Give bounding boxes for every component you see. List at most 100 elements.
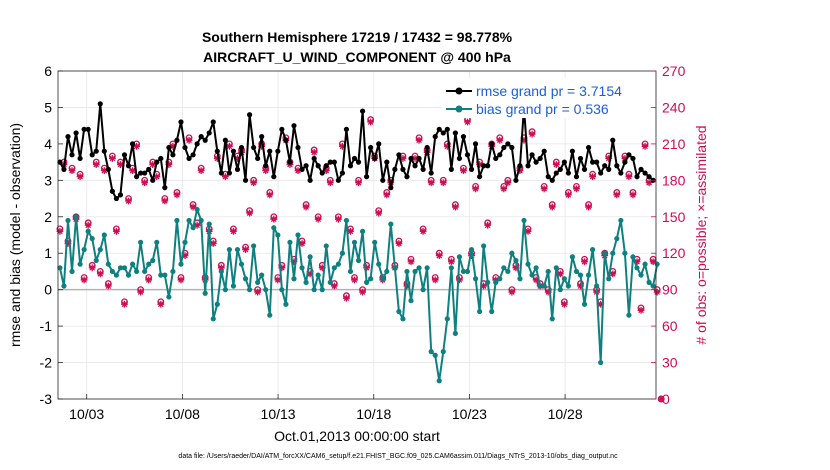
rmse-point [569,148,576,154]
bias-point [299,265,305,271]
rmse-point [481,163,487,169]
bias-point [533,265,539,271]
bias-point [626,312,632,318]
bias-point [283,301,289,307]
bias-point [178,261,184,267]
obs-assimilated-marker [141,179,149,187]
rmse-point [97,101,103,107]
obs-assimilated-marker [76,173,84,181]
bias-point [166,294,172,300]
bias-point [622,250,628,256]
bias-point [477,308,483,315]
obs-assimilated-marker [117,161,124,168]
bias-point [125,272,132,278]
obs-assimilated-marker [625,173,633,181]
rmse-point [158,155,164,162]
bias-point [323,243,329,249]
y2-tick-label: 120 [662,245,686,261]
obs-assimilated-marker [274,276,282,284]
obs-assimilated-marker [108,155,116,162]
bias-point [368,276,374,282]
obs-assimilated-marker [157,300,165,308]
rmse-point [267,148,273,154]
obs-assimilated-marker [451,203,459,211]
chart-subtitle: AIRCRAFT_U_WIND_COMPONENT @ 400 hPa [203,49,511,65]
rmse-point [448,166,454,172]
bias-point [364,279,370,285]
rmse-point [452,130,458,136]
bias-point [287,239,293,245]
rmse-point [642,170,648,176]
obs-assimilated-marker [609,270,617,278]
bias-point [255,279,261,285]
rmse-point [372,155,378,162]
rmse-point [279,126,285,132]
rmse-point [174,137,180,143]
bias-point [150,257,156,264]
rmse-point [263,163,269,169]
y2-tick-label: 30 [662,355,678,371]
bias-point [642,261,648,267]
obs-assimilated-marker [221,173,229,181]
rmse-point [630,155,636,162]
obs-assimilated-marker [169,142,177,150]
obs-assimilated-marker [334,215,342,223]
rmse-point [335,177,341,183]
rmse-point [384,159,390,165]
obs-assimilated-marker [504,179,512,187]
obs-assimilated-marker [548,203,556,211]
rmse-point [259,134,265,140]
bias-point [339,250,345,256]
bias-point [505,268,511,275]
plot-frame [57,70,657,400]
bias-point [577,272,584,278]
chart-title: Southern Hemisphere 17219 / 17432 = 98.7… [202,29,513,45]
obs-assimilated-marker [399,155,407,162]
y2-axis-label: # of obs: o=possible; ×=assimilated [693,125,709,344]
obs-assimilated-marker [621,155,629,162]
rmse-point [206,130,212,136]
rmse-point [412,163,418,169]
obs-assimilated-marker [125,197,132,205]
obs-assimilated-marker [318,264,326,272]
rmse-point [133,174,140,180]
bias-point [214,301,220,307]
bias-point [598,359,604,366]
obs-assimilated-marker [460,167,467,175]
rmse-point [69,152,75,158]
rmse-point [489,141,495,147]
obs-assimilated-marker [589,173,596,181]
data-file-footnote: data file: /Users/raeder/DAI/ATM_forcXX/… [178,453,618,460]
obs-assimilated-marker [419,227,427,235]
obs-assimilated-marker [161,197,169,205]
bias-point [525,261,531,267]
rmse-point [557,166,563,172]
obs-assimilated-marker [355,179,362,187]
rmse-point [251,144,257,151]
rmse-point [416,155,422,162]
obs-assimilated-marker [246,209,253,217]
rmse-point [311,155,317,162]
rmse-point [400,166,406,172]
rmse-point [525,163,531,169]
bias-point [259,272,265,278]
bias-point [355,257,362,264]
bias-point [202,290,208,296]
obs-assimilated-marker [262,167,270,175]
y-tick-label: 0 [44,282,52,298]
obs-assimilated-marker [338,142,346,150]
rmse-point [283,137,289,143]
y2-tick-label: 60 [662,318,678,334]
rmse-point [577,155,584,162]
rmse-point [275,148,281,154]
obs-assimilated-marker [92,161,100,168]
obs-assimilated-marker [310,148,318,156]
rmse-point [287,159,293,165]
rmse-point [138,170,144,176]
bias-point [436,378,442,384]
obs-assimilated-marker [556,270,564,278]
obs-assimilated-marker [375,209,383,217]
rmse-point [61,166,67,172]
bias-point [73,214,79,220]
bias-point [630,254,636,260]
